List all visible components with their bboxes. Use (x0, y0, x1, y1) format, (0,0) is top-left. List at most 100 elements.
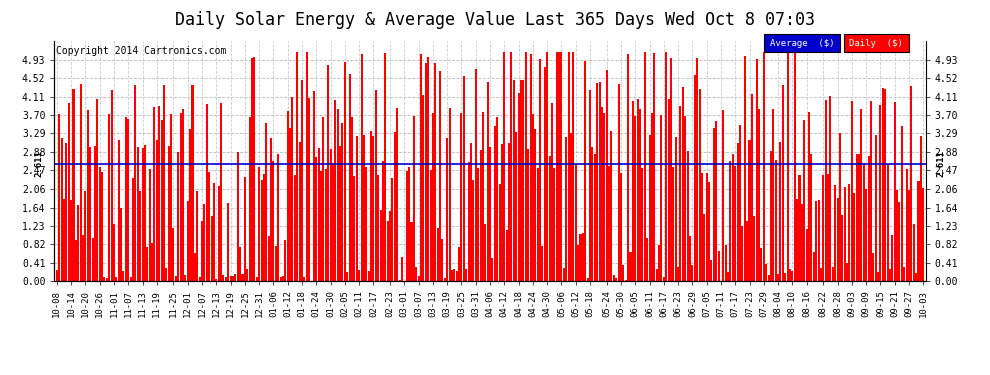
Bar (313, 92, 315, 281)
Bar (475, 69, 477, 281)
Bar (148, 169, 150, 281)
Bar (813, 252, 815, 281)
Bar (470, 143, 472, 281)
Bar (140, 191, 142, 281)
Bar (91, 238, 93, 281)
Bar (550, 103, 553, 281)
Bar (570, 133, 572, 281)
Bar (289, 128, 291, 281)
Bar (789, 270, 791, 281)
Bar (606, 70, 608, 281)
Bar (601, 108, 603, 281)
Bar (453, 269, 455, 281)
Bar (240, 248, 242, 281)
Bar (128, 119, 130, 281)
Bar (765, 264, 767, 281)
Bar (191, 85, 193, 281)
Bar (427, 57, 430, 281)
Bar (472, 180, 474, 281)
Bar (791, 272, 793, 281)
Bar (223, 275, 225, 281)
Bar (432, 113, 434, 281)
Text: 2.611: 2.611 (35, 150, 44, 177)
Bar (387, 221, 389, 281)
Bar (163, 86, 165, 281)
Bar (484, 224, 486, 281)
Bar (284, 240, 286, 281)
Bar (58, 114, 60, 281)
Bar (699, 89, 701, 281)
Bar (318, 148, 320, 281)
Bar (794, 52, 796, 281)
Bar (670, 58, 672, 281)
Bar (151, 243, 153, 281)
Bar (218, 186, 220, 281)
Bar (577, 245, 579, 281)
Bar (425, 63, 427, 281)
Bar (518, 93, 520, 281)
Bar (206, 104, 208, 281)
Bar (862, 164, 865, 281)
Bar (446, 138, 448, 281)
Bar (406, 171, 408, 281)
Bar (384, 53, 386, 281)
Bar (899, 202, 901, 281)
Bar (637, 99, 639, 281)
Bar (491, 258, 493, 281)
Bar (796, 199, 798, 281)
Bar (327, 65, 330, 281)
Bar (511, 52, 513, 281)
Bar (199, 277, 201, 281)
Bar (635, 116, 637, 281)
Bar (787, 52, 789, 281)
Bar (672, 167, 674, 281)
Bar (613, 276, 615, 281)
Bar (596, 82, 598, 281)
Bar (530, 54, 532, 281)
Bar (632, 101, 634, 281)
Bar (437, 228, 439, 281)
Bar (639, 109, 641, 281)
Text: Copyright 2014 Cartronics.com: Copyright 2014 Cartronics.com (56, 46, 227, 56)
Bar (894, 102, 896, 281)
Bar (111, 90, 113, 281)
Bar (903, 267, 905, 281)
Bar (272, 161, 274, 281)
Bar (767, 275, 769, 281)
Bar (653, 53, 655, 281)
Bar (275, 246, 277, 281)
Bar (627, 54, 629, 281)
Bar (106, 278, 108, 281)
Bar (287, 111, 289, 281)
Bar (232, 276, 234, 281)
Bar (399, 280, 401, 281)
Bar (325, 169, 327, 281)
Bar (360, 54, 362, 281)
Bar (811, 154, 813, 281)
Bar (920, 136, 922, 281)
Bar (874, 135, 877, 281)
Bar (401, 257, 403, 281)
Bar (760, 248, 762, 281)
Bar (694, 75, 696, 281)
Bar (655, 268, 657, 281)
Bar (523, 80, 525, 281)
Bar (182, 109, 184, 281)
Bar (208, 172, 210, 281)
Bar (342, 123, 344, 281)
Bar (801, 204, 803, 281)
Bar (103, 277, 106, 281)
FancyBboxPatch shape (763, 34, 841, 52)
Bar (544, 67, 545, 281)
Bar (725, 244, 727, 281)
Bar (337, 110, 339, 281)
Bar (496, 117, 498, 281)
Bar (482, 112, 484, 281)
Text: Daily  ($): Daily ($) (849, 39, 903, 48)
Bar (279, 277, 281, 281)
Bar (467, 162, 469, 281)
Bar (808, 112, 810, 281)
Bar (503, 52, 505, 281)
Bar (784, 273, 786, 281)
Bar (301, 80, 303, 281)
